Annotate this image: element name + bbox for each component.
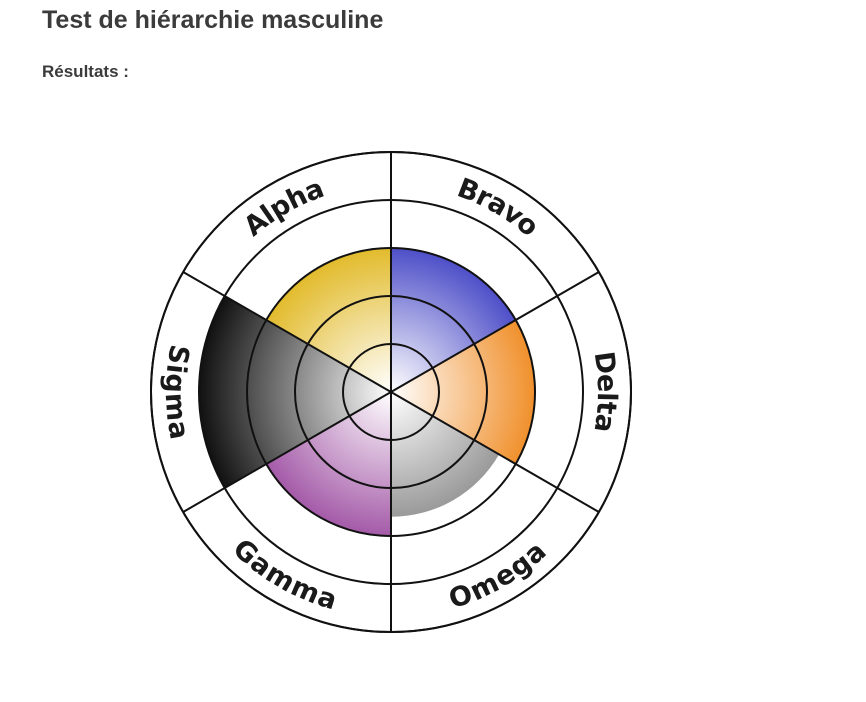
spoke-0 [182,271,392,393]
label-sigma: Sigma [159,342,195,441]
chart-slices [198,248,536,536]
chart-grid [150,151,632,633]
spoke-5 [182,391,392,513]
label-gamma: Gamma [227,533,341,616]
label-delta: Delta [588,350,623,435]
label-omega: Omega [445,535,552,614]
slice-delta [391,320,536,464]
slice-omega [391,392,500,517]
page-title: Test de hiérarchie masculine [42,6,384,34]
label-alpha: Alpha [238,172,328,242]
results-label: Résultats : [42,62,129,81]
spoke-2 [390,271,600,393]
spoke-3 [390,391,600,513]
